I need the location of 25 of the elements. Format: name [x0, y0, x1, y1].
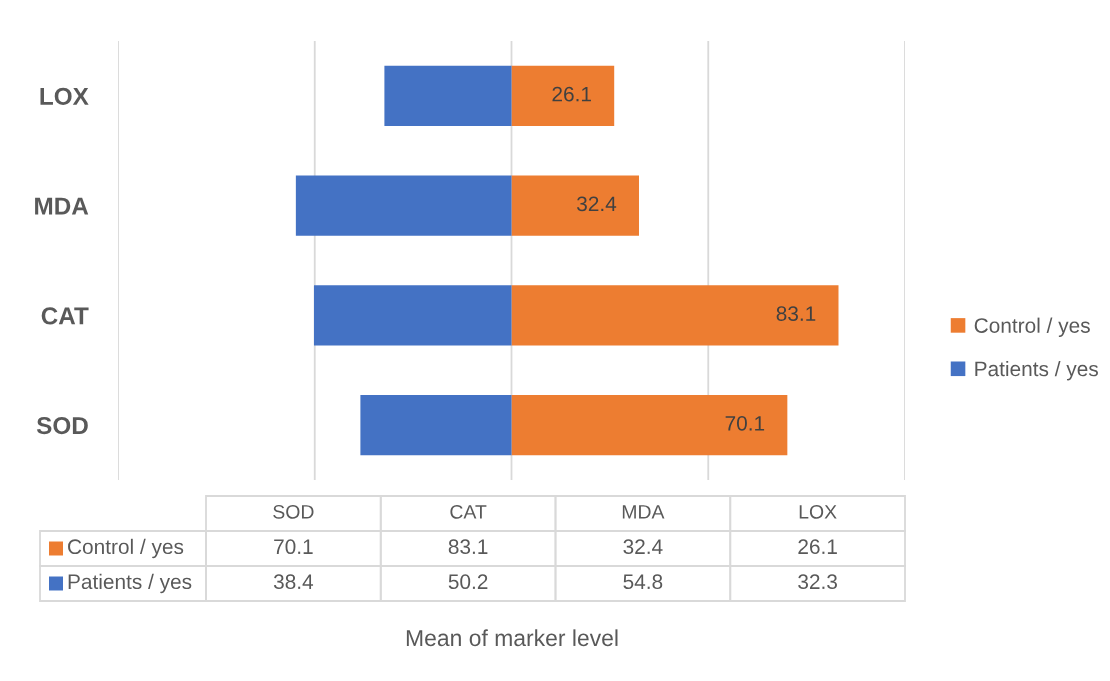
- category-label: CAT: [450, 504, 487, 519]
- legend-label: Control / yes: [974, 317, 1090, 338]
- category-label: MDA: [622, 505, 665, 519]
- category-label: SOD: [273, 504, 314, 519]
- text: 38.4: [273, 574, 314, 590]
- y-tick-label: LOX: [40, 87, 89, 105]
- data-label: 70.1: [725, 415, 765, 431]
- category-label: LOX: [799, 504, 837, 519]
- y-tick-label: SOD: [36, 416, 88, 435]
- y-tick-label: CAT: [41, 307, 89, 325]
- text: Mean of marker level: [406, 629, 618, 647]
- legend-label: Patients / yes: [68, 573, 192, 594]
- text: 32.4: [623, 539, 663, 555]
- text: 70.1: [274, 539, 313, 555]
- data-label: 32.4: [577, 196, 617, 212]
- text: Control / yes: [68, 538, 184, 559]
- text: Patients / yes: [975, 360, 1098, 381]
- data-label: 83.1: [776, 306, 816, 321]
- text: 83.1: [448, 539, 488, 555]
- data-label: 26.1: [552, 86, 591, 102]
- text: 54.8: [623, 574, 663, 590]
- text: 32.3: [798, 574, 837, 590]
- text: 50.2: [448, 574, 488, 590]
- text: 26.1: [798, 539, 837, 555]
- y-tick-label: MDA: [35, 197, 89, 215]
